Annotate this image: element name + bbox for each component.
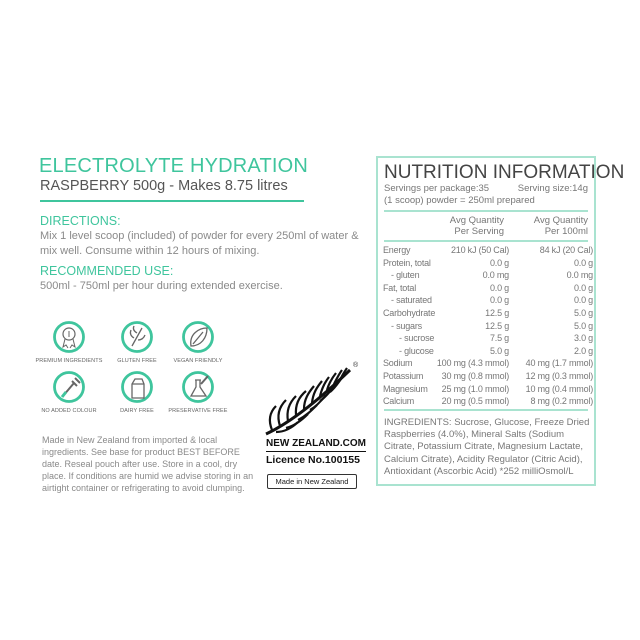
usage-copy: DIRECTIONS: Mix 1 level scoop (included)…: [40, 214, 362, 294]
badge-gluten-free: GLUTEN FREE: [117, 320, 157, 364]
per-serving-value: 5.0 g: [489, 345, 509, 356]
nutrition-row: - sugars 12.5 g 5.0 g: [383, 320, 593, 332]
storage-text: Made in New Zealand from imported & loca…: [42, 435, 254, 493]
nutrition-row: - gluten 0.0 mg 0.0 mg: [383, 269, 593, 281]
nutrient-label: Protein, total: [383, 257, 431, 268]
per-100ml-value: 10 mg (0.4 mmol): [525, 383, 594, 394]
recommended-text: 500ml - 750ml per hour during extended e…: [40, 280, 283, 292]
nutrient-label: Carbohydrate: [383, 308, 436, 318]
divider: [384, 240, 588, 242]
nutrient-label: - saturated: [391, 295, 432, 306]
nutrition-row: - glucose 5.0 g 2.0 g: [383, 345, 593, 357]
per-100ml-value: 3.0 g: [573, 333, 593, 344]
nutrition-row: Sodium 100 mg (4.3 mmol) 40 mg (1.7 mmol): [383, 357, 593, 369]
per-100ml-value: 8 mg (0.2 mmol): [530, 396, 593, 407]
per-100ml-value: 5.0 g: [573, 308, 593, 318]
nutrition-title: NUTRITION INFORMATION: [384, 162, 625, 183]
per-100ml-value: 40 mg (1.7 mmol): [525, 358, 594, 369]
divider: [384, 210, 588, 212]
nutrient-label: - gluten: [391, 270, 420, 281]
per-serving-value: 210 kJ (50 Cal): [450, 245, 509, 255]
per-serving-value: 0.0 g: [489, 257, 509, 268]
wheat-crossed-icon: [121, 321, 153, 353]
nutrition-row: Magnesium 25 mg (1.0 mmol) 10 mg (0.4 mmol…: [383, 383, 593, 395]
nutrition-panel: NUTRITION INFORMATION Servings per packa…: [376, 156, 624, 486]
per-100ml-value: 0.0 g: [573, 257, 593, 268]
per-100ml-value: 84 kJ (20 Cal): [539, 245, 593, 255]
per-100ml-value: 5.0 g: [573, 320, 593, 331]
nutrition-row: Protein, total 0.0 g 0.0 g: [383, 257, 593, 269]
nutrient-label: Energy: [383, 245, 411, 255]
per-100ml-value: 12 mg (0.3 mmol): [525, 371, 594, 381]
nutrient-label: Calcium: [383, 396, 415, 407]
per-serving-value: 12.5 g: [485, 308, 509, 318]
licence-label: Licence No.100155: [266, 454, 360, 466]
nz-site-label: NEW ZEALAND.COM: [266, 438, 366, 452]
nutrient-label: - glucose: [399, 345, 434, 356]
product-subtitle: RASPBERRY 500g - Makes 8.75 litres: [40, 178, 288, 194]
per-serving-value: 30 mg (0.8 mmol): [441, 371, 510, 381]
per-serving-value: 12.5 g: [485, 320, 509, 331]
nutrient-label: - sugars: [391, 320, 422, 331]
nutrient-label: Magnesium: [383, 383, 428, 394]
per-serving-value: 100 mg (4.3 mmol): [436, 358, 509, 369]
leaf-icon: [182, 321, 214, 353]
per-100ml-value: 0.0 g: [573, 295, 593, 306]
nutrient-label: Potassium: [383, 371, 424, 381]
silver-fern-icon: [265, 367, 352, 436]
badge-label: PRESERVATIVE FREE: [168, 408, 228, 414]
per-serving-value: 0.0 g: [489, 295, 509, 306]
nutrient-label: Fat, total: [383, 282, 417, 293]
per-100ml-value: 0.0 g: [573, 282, 593, 293]
flask-icon: [182, 371, 214, 403]
product-title: ELECTROLYTE HYDRATION: [39, 155, 309, 177]
fern-logo: [262, 362, 362, 442]
made-in-nz-badge: Made in New Zealand: [267, 474, 357, 489]
nutrition-row: - saturated 0.0 g 0.0 g: [383, 294, 593, 306]
per-serving-value: 0.0 g: [489, 282, 509, 293]
nutrition-row: Carbohydrate 12.5 g 5.0 g: [383, 307, 593, 319]
divider: [384, 409, 588, 411]
title-divider: [40, 200, 304, 202]
recommended-heading: RECOMMENDED USE:: [40, 264, 174, 278]
badge-label: NO ADDED COLOUR: [41, 408, 97, 414]
col-header-100ml: Avg Quantity Per 100ml: [533, 215, 588, 237]
nutrient-label: - sucrose: [399, 333, 435, 344]
badge-label: VEGAN FRIENDLY: [173, 358, 223, 364]
badge-vegan-friendly: VEGAN FRIENDLY: [174, 320, 222, 364]
serving-size: Serving size:14g: [517, 183, 588, 194]
nutrition-row: Potassium 30 mg (0.8 mmol) 12 mg (0.3 mmol…: [383, 370, 593, 382]
nutrient-label: Sodium: [383, 358, 413, 369]
badge-preservative-free: PRESERVATIVE FREE: [168, 370, 227, 414]
award-ribbon-icon: [53, 321, 85, 353]
badge-no-added-colour: NO ADDED COLOUR: [41, 370, 97, 414]
directions-text: Mix 1 level scoop (included) of powder f…: [40, 230, 359, 257]
nutrition-row: Calcium 20 mg (0.5 mmol) 8 mg (0.2 mmol): [383, 395, 593, 407]
badge-label: DAIRY FREE: [120, 408, 154, 414]
dropper-icon: [53, 371, 85, 403]
badge-dairy-free: DAIRY FREE: [120, 370, 154, 414]
servings-per-package: Servings per package:35: [384, 183, 490, 194]
per-serving-value: 20 mg (0.5 mmol): [441, 396, 510, 407]
directions-heading: DIRECTIONS:: [40, 214, 121, 228]
scoop-note: (1 scoop) powder = 250ml prepared: [384, 195, 535, 206]
registered-mark: ®: [353, 362, 359, 369]
ingredients-text: INGREDIENTS: Sucrose, Glucose, Freeze Dr…: [384, 417, 590, 477]
per-serving-value: 25 mg (1.0 mmol): [441, 383, 510, 394]
badge-label: GLUTEN FREE: [117, 358, 157, 364]
per-serving-value: 7.5 g: [489, 333, 509, 344]
per-100ml-value: 2.0 g: [573, 345, 593, 356]
col-header-serving: Avg Quantity Per Serving: [449, 215, 504, 237]
badge-premium-ingredients: PREMIUM INGREDIENTS: [36, 320, 102, 364]
nutrition-row: Energy 210 kJ (50 Cal) 84 kJ (20 Cal): [383, 244, 593, 256]
per-serving-value: 0.0 mg: [482, 270, 510, 281]
per-100ml-value: 0.0 mg: [566, 270, 594, 281]
badge-label: PREMIUM INGREDIENTS: [35, 358, 103, 364]
milk-carton-icon: [121, 371, 153, 403]
nutrition-row: - sucrose 7.5 g 3.0 g: [383, 332, 593, 344]
nutrition-row: Fat, total 0.0 g 0.0 g: [383, 282, 593, 294]
